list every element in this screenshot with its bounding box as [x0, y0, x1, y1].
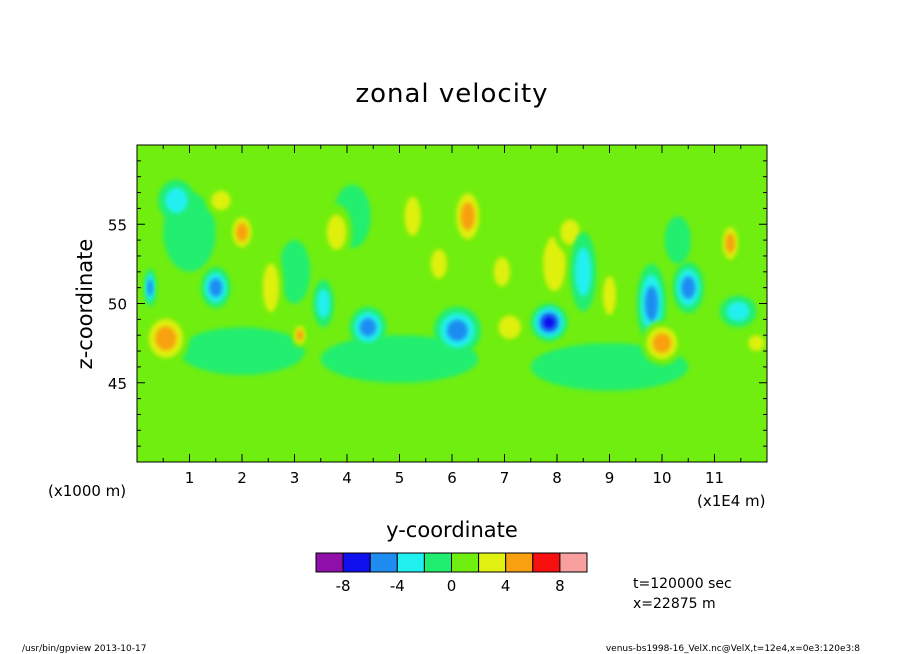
footer-right: venus-bs1998-16_VelX.nc@VelX,t=12e4,x=0e…: [606, 644, 860, 654]
colorbar-tick-label: 0: [447, 577, 457, 595]
footer-left: /usr/bin/gpview 2013-10-17: [22, 644, 146, 654]
x-axis-ticks: 1 2 3 4 5 6 7 8 9 10 11: [162, 145, 742, 487]
contour-cell: [560, 219, 580, 245]
contour-cell: [681, 276, 696, 299]
y-tick-label: 50: [108, 296, 127, 314]
colorbar-box: [532, 552, 561, 573]
contour-cell: [726, 301, 750, 322]
y-tick-label: 45: [108, 375, 127, 393]
contour-cell: [155, 326, 177, 351]
contour-cell: [645, 285, 658, 322]
contour-field: [142, 179, 767, 391]
x-tick-label: 9: [605, 469, 615, 487]
x-tick-label: 8: [552, 469, 562, 487]
contour-cell: [543, 236, 566, 292]
chart-title: zonal velocity: [355, 79, 548, 109]
contour-cell: [359, 318, 377, 337]
colorbar-tick-label: 4: [501, 577, 511, 595]
contour-cell: [725, 233, 735, 254]
colorbar-tick-label: -8: [336, 577, 351, 595]
colorbar-box: [559, 552, 588, 573]
y-axis-label: z-coordinate: [73, 239, 97, 370]
x-tick-label: 7: [500, 469, 510, 487]
contour-cell: [165, 187, 188, 214]
contour-cell: [430, 249, 447, 279]
colorbar-box: [342, 552, 371, 573]
x-tick-label: 11: [705, 469, 724, 487]
contour-cell: [296, 329, 304, 341]
x-tick-label: 6: [447, 469, 457, 487]
contour-cell: [460, 202, 475, 231]
time-annotation: t=120000 sec: [633, 576, 732, 592]
colorbar-box: [315, 552, 344, 573]
y-tick-label: 55: [108, 216, 127, 234]
colorbar-box: [478, 552, 507, 573]
x-tick-label: 10: [652, 469, 671, 487]
x-scale-note-right: (x1E4 m): [697, 492, 766, 510]
colorbar-tick-label: 8: [555, 577, 565, 595]
colorbar: -8 -4 0 4 8: [315, 552, 588, 595]
contour-cell: [179, 327, 305, 375]
position-annotation: x=22875 m: [633, 596, 716, 612]
colorbar-tick-label: -4: [390, 577, 405, 595]
contour-cell: [209, 278, 223, 297]
contour-cell: [748, 335, 765, 351]
contour-cell: [542, 315, 556, 330]
contour-cell: [316, 288, 330, 319]
x-tick-label: 5: [395, 469, 405, 487]
contour-cell: [236, 223, 248, 242]
x-tick-label: 2: [237, 469, 247, 487]
colorbar-box: [369, 552, 398, 573]
contour-cell: [320, 335, 479, 383]
x-tick-label: 4: [342, 469, 352, 487]
colorbar-boxes: [315, 552, 588, 573]
contour-cell: [493, 257, 510, 287]
colorbar-labels: -8 -4 0 4 8: [336, 577, 565, 595]
contour-cell: [262, 263, 279, 312]
contour-cell: [575, 247, 592, 297]
colorbar-box: [423, 552, 452, 573]
contour-cell: [326, 214, 347, 250]
contour-cell: [603, 276, 616, 316]
x-axis-label: y-coordinate: [386, 518, 518, 542]
contour-cell: [652, 333, 672, 353]
colorbar-box: [451, 552, 480, 573]
x-scale-note-left: (x1000 m): [48, 482, 126, 500]
contour-cell: [498, 315, 522, 339]
colorbar-box: [505, 552, 534, 573]
x-tick-label: 1: [185, 469, 195, 487]
contour-cell: [446, 319, 468, 341]
contour-cell: [211, 190, 231, 211]
contour-cell: [278, 240, 311, 304]
y-axis-ticks: 45 50 55: [108, 160, 767, 447]
contour-cell: [147, 279, 153, 297]
contour-cell: [664, 216, 691, 264]
x-tick-label: 3: [290, 469, 300, 487]
colorbar-box: [396, 552, 425, 573]
contour-cell: [404, 196, 421, 236]
